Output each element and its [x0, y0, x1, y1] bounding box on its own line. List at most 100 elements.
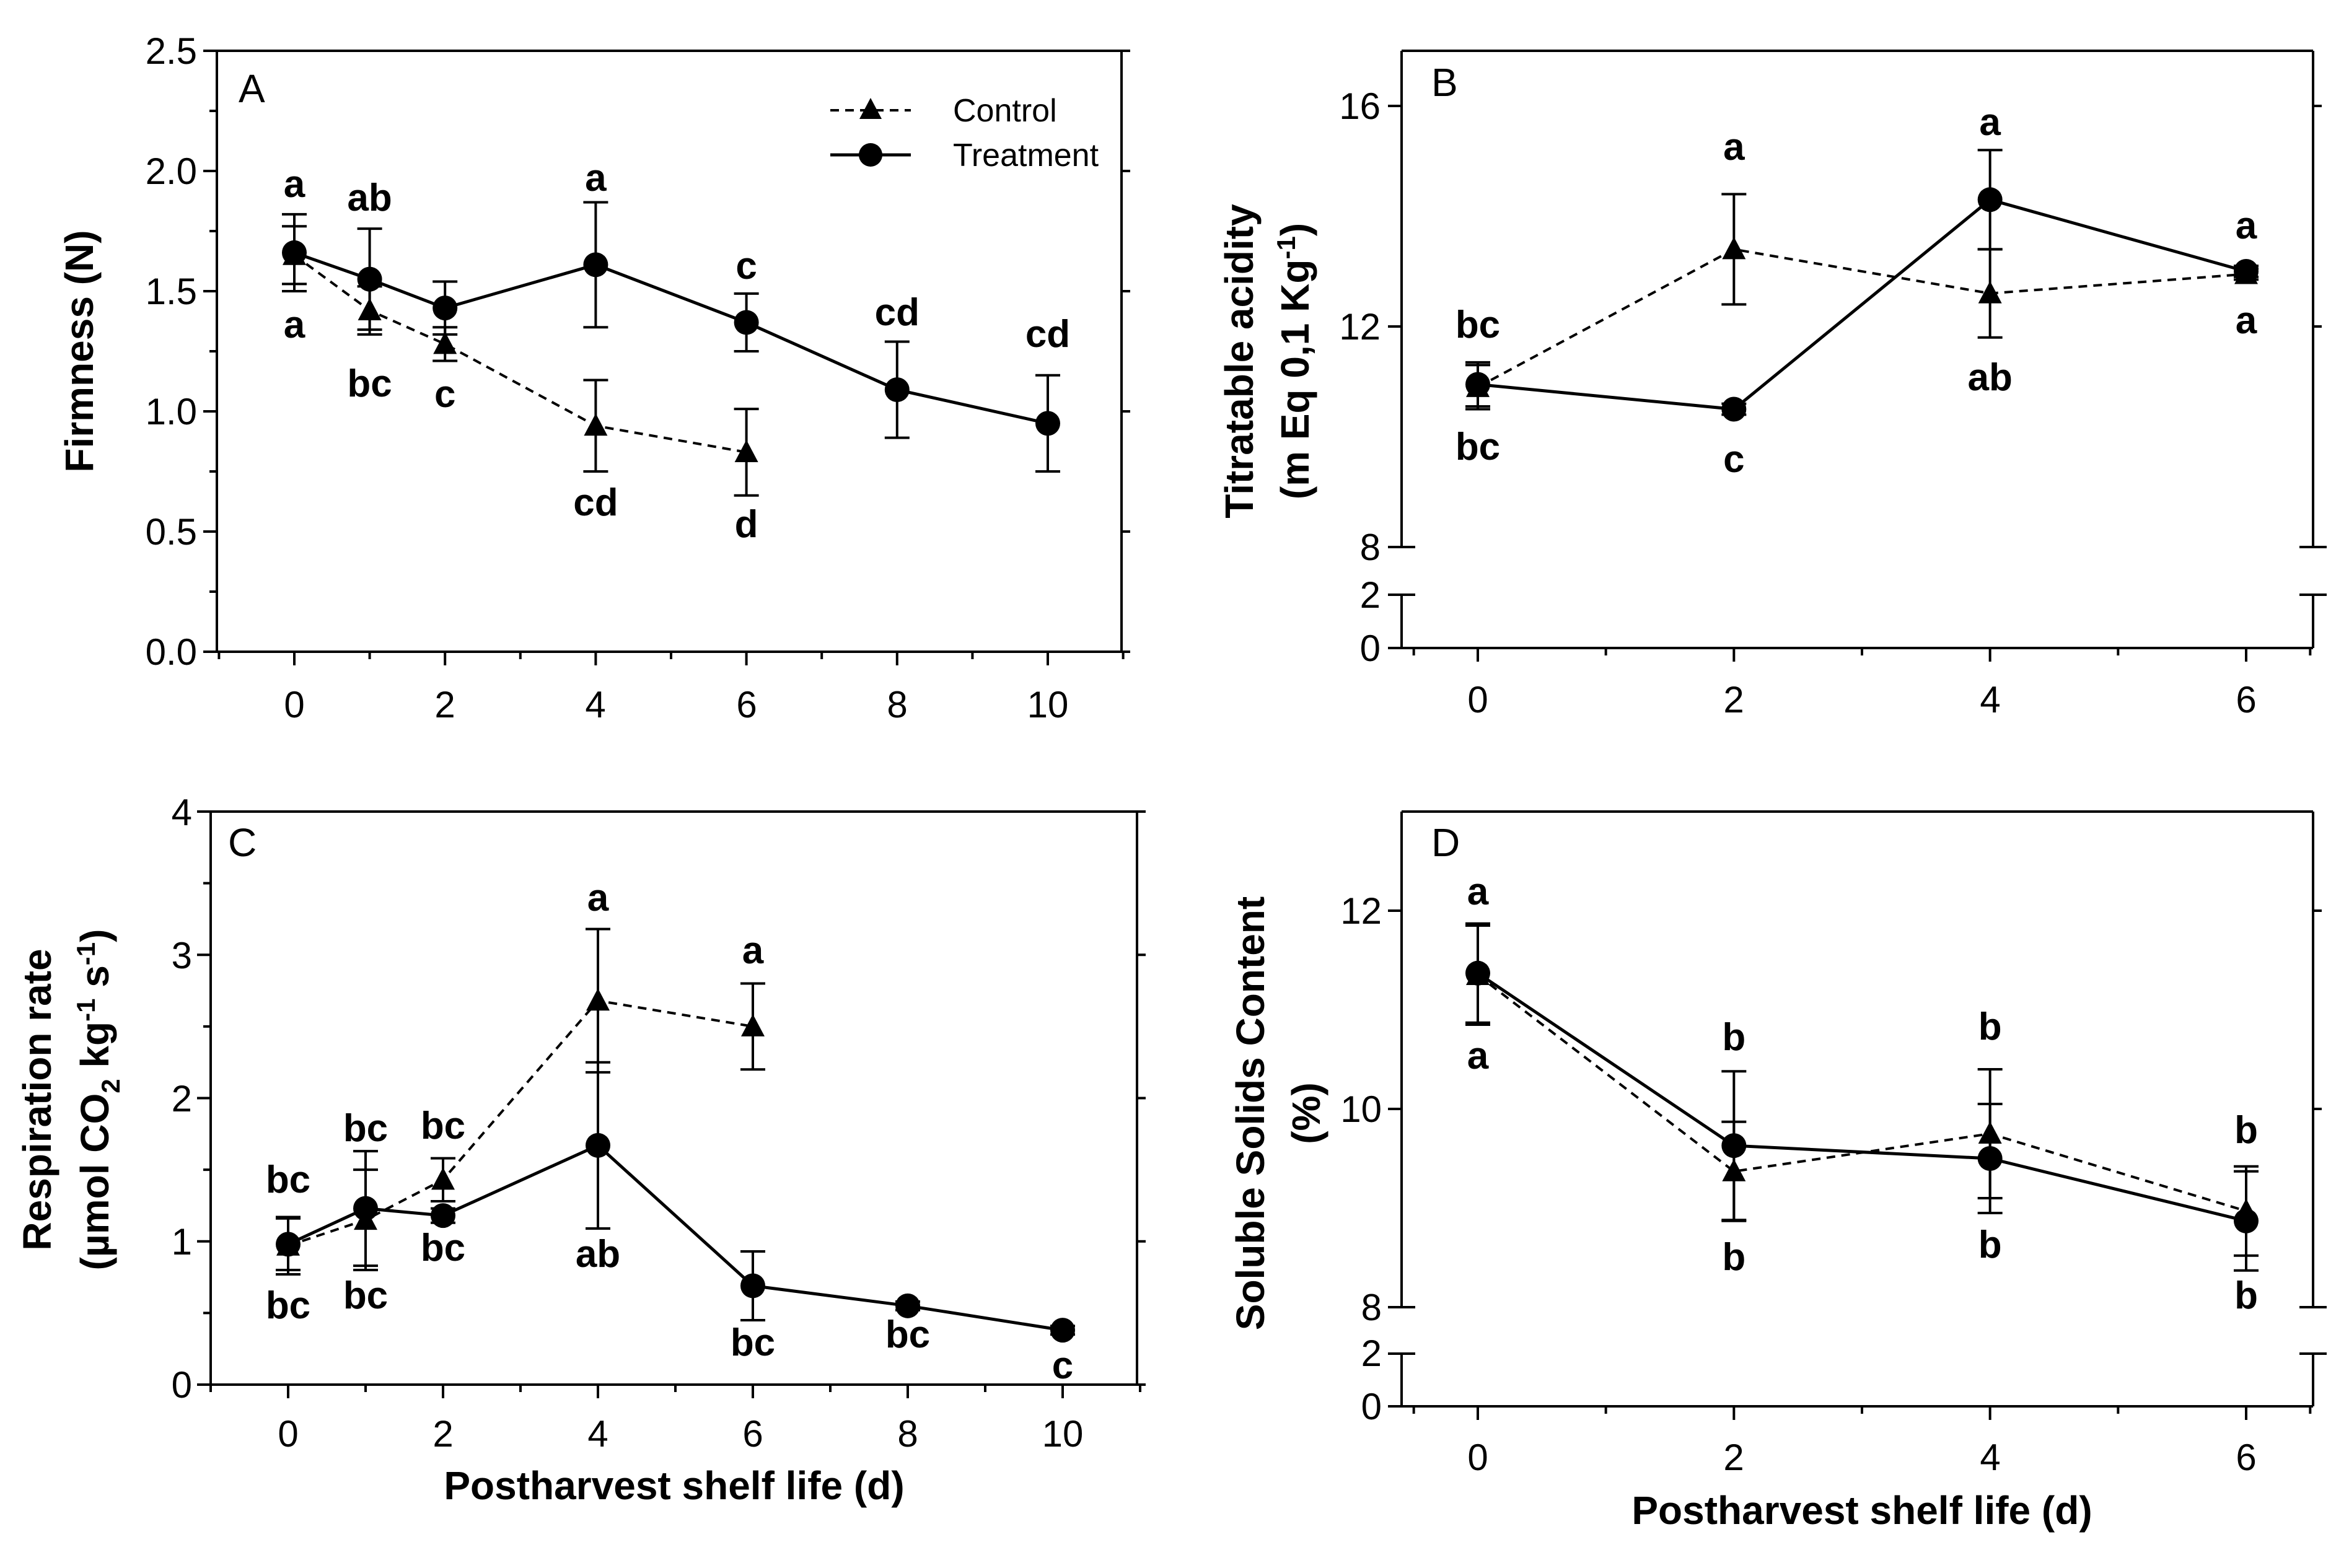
treatment-point — [1465, 372, 1490, 397]
significance-letter: bc — [266, 1284, 310, 1327]
ytick-label: 16 — [1339, 85, 1381, 127]
control-point — [734, 439, 758, 462]
significance-letter: a — [1467, 870, 1489, 913]
series-control-line — [1477, 974, 2247, 1212]
xtick-label: 6 — [2236, 1437, 2256, 1478]
panel-d-ylabel-units: (%) — [1284, 1082, 1328, 1144]
ylabel-units-part: kg — [72, 1022, 117, 1079]
significance-letter: a — [2236, 299, 2257, 342]
series-control-line — [1477, 248, 2247, 388]
significance-letter: d — [735, 503, 758, 546]
significance-letter: cd — [1025, 313, 1070, 356]
significance-letter: a — [742, 929, 764, 972]
significance-letter: bc — [266, 1158, 310, 1201]
panel-b-xtick-labels: 0 2 4 6 — [1467, 679, 2256, 720]
panel-b-frame — [1388, 50, 2327, 662]
panel-a-ytick-labels: 0.0 0.5 1.0 1.5 2.0 2.5 — [146, 30, 197, 673]
ylabel-units-end: ) — [1273, 223, 1317, 236]
significance-letter: b — [1722, 1236, 1745, 1279]
xtick-label: 2 — [1723, 679, 1744, 720]
ytick-label: 8 — [1360, 527, 1381, 568]
panel-d-ytick-labels: 8 10 12 0 2 — [1340, 890, 1382, 1427]
significance-letter: cd — [875, 291, 920, 334]
treatment-point — [353, 1196, 378, 1221]
ytick-label: 12 — [1340, 890, 1382, 932]
significance-letter: bc — [1456, 426, 1500, 468]
ylabel-units-sub: 2 — [96, 1079, 125, 1093]
ytick-label: 0 — [1361, 1386, 1382, 1427]
panel-c-label: C — [228, 820, 257, 865]
xtick-label: 0 — [1467, 1437, 1488, 1478]
ytick-label: 3 — [172, 935, 192, 976]
control-point — [431, 1167, 455, 1190]
ytick-label: 2 — [1360, 574, 1381, 616]
ytick-label: 8 — [1361, 1287, 1382, 1328]
control-point — [741, 1014, 765, 1036]
series-control-line — [293, 254, 747, 453]
xtick-label: 4 — [587, 1413, 608, 1455]
treatment-point — [586, 1132, 610, 1158]
significance-letter: b — [2234, 1274, 2258, 1317]
legend-control-label: Control — [953, 93, 1057, 129]
ylabel-units-sup: -1 — [1271, 236, 1301, 259]
treatment-point — [1465, 960, 1490, 986]
panel-b-label: B — [1431, 60, 1458, 105]
xtick-label: 0 — [1467, 679, 1488, 720]
significance-letter: ab — [1967, 356, 2012, 399]
significance-letter: c — [1052, 1344, 1073, 1387]
panel-c-xlabel: Postharvest shelf life (d) — [444, 1463, 904, 1508]
xtick-label: 0 — [278, 1413, 298, 1455]
control-point — [433, 331, 457, 354]
xtick-label: 2 — [432, 1413, 453, 1455]
significance-letter: ab — [347, 177, 392, 219]
treatment-point — [1035, 411, 1060, 436]
xtick-label: 8 — [897, 1413, 918, 1455]
panel-a-ylabel: Firmness (N) — [57, 230, 102, 472]
panel-b-ytick-labels: 8 12 16 0 2 — [1339, 85, 1381, 669]
treatment-point — [1977, 187, 2003, 212]
significance-letter: c — [1723, 438, 1744, 481]
significance-letter: bc — [885, 1313, 930, 1356]
ytick-label: 4 — [172, 792, 192, 833]
treatment-point — [276, 1232, 301, 1257]
control-point — [586, 988, 610, 1011]
ylabel-units-end: ) — [72, 929, 117, 942]
treatment-point — [884, 377, 910, 403]
treatment-point — [431, 1203, 455, 1229]
significance-letter: b — [1722, 1016, 1745, 1059]
legend-treatment-marker — [859, 143, 882, 167]
treatment-point — [2234, 259, 2259, 284]
significance-letter: bc — [1456, 304, 1500, 346]
panel-b-data: bc bc a c a ab a a — [1456, 101, 2259, 481]
ytick-label: 1.5 — [146, 271, 197, 312]
xtick-label: 4 — [1980, 1437, 2000, 1478]
significance-letter: bc — [343, 1274, 388, 1317]
panel-a-xtick-labels: 0 2 4 6 8 10 — [284, 684, 1068, 725]
panel-c-ylabel-units: (µmol CO2 kg-1 s-1) — [71, 929, 125, 1271]
control-point — [1722, 237, 1746, 260]
series-treatment-line — [294, 251, 1048, 425]
significance-letter: c — [434, 373, 455, 416]
significance-letter: a — [585, 157, 607, 199]
xtick-label: 0 — [284, 684, 304, 725]
significance-letter: a — [284, 304, 305, 346]
control-point — [584, 413, 608, 436]
significance-letter: b — [1978, 1005, 2002, 1048]
treatment-point — [1050, 1318, 1075, 1343]
treatment-point — [734, 310, 759, 335]
ytick-label: 10 — [1340, 1088, 1382, 1130]
control-point — [1978, 281, 2002, 304]
treatment-point — [2234, 1208, 2259, 1233]
xtick-label: 10 — [1042, 1413, 1084, 1455]
panel-d: D Soluble Solids Content (%) 8 10 12 0 2… — [1228, 810, 2327, 1533]
legend-treatment-label: Treatment — [953, 138, 1099, 173]
significance-letter: bc — [421, 1227, 465, 1269]
significance-letter: a — [1467, 1035, 1489, 1077]
xtick-label: 4 — [585, 684, 605, 725]
treatment-point — [432, 296, 458, 321]
panel-c-ytick-labels: 0 1 2 3 4 — [172, 792, 192, 1406]
significance-letter: a — [2236, 204, 2257, 247]
